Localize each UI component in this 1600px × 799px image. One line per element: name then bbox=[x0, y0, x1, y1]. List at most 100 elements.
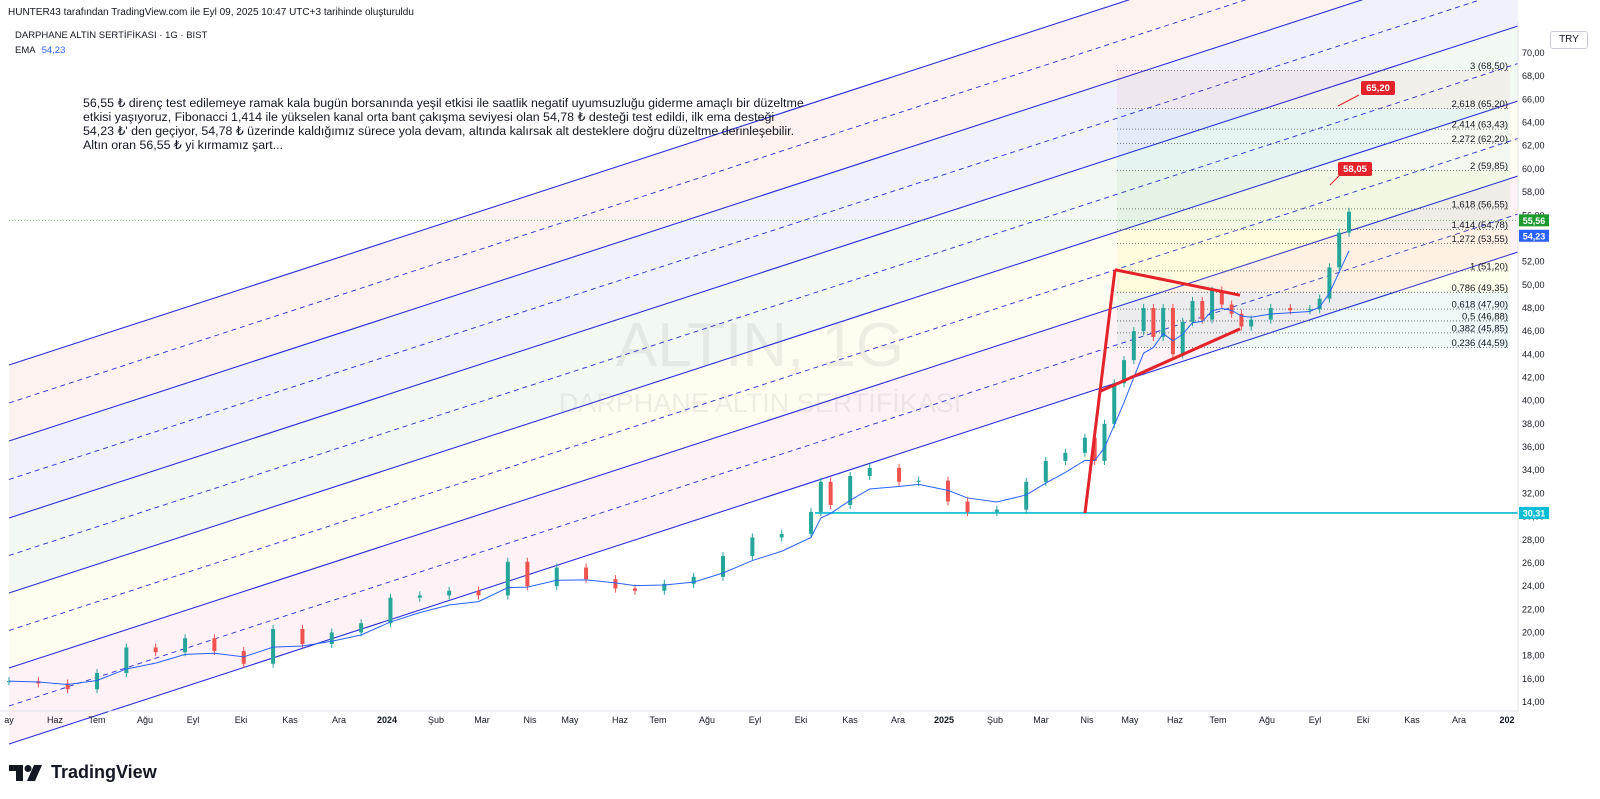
price-axis-tick: 40,00 bbox=[1522, 396, 1545, 406]
fib-level-label: 1,414 (54,78) bbox=[1451, 220, 1508, 231]
time-axis-tick: Ara bbox=[332, 715, 346, 725]
fib-level-label: 1 (51,20) bbox=[1470, 261, 1508, 272]
watermark-name: DARPHANE ALTIN SERTİFİKASI bbox=[559, 387, 962, 418]
candle-body bbox=[965, 501, 970, 512]
candle-body bbox=[897, 467, 902, 482]
time-axis-tick: Şub bbox=[987, 715, 1003, 725]
candle-body bbox=[584, 567, 589, 580]
fib-zone bbox=[1117, 309, 1510, 321]
candle-body bbox=[1337, 232, 1342, 268]
fib-zone bbox=[1117, 229, 1510, 244]
candle-body bbox=[1190, 301, 1195, 322]
fib-zone bbox=[1117, 243, 1510, 271]
price-axis-tick: 32,00 bbox=[1522, 488, 1545, 498]
time-axis-tick: Eyl bbox=[1309, 715, 1322, 725]
candle-body bbox=[329, 632, 334, 645]
channel-midline bbox=[8, 0, 1482, 480]
time-axis-tick: Eyl bbox=[187, 715, 200, 725]
candle-body bbox=[447, 590, 452, 596]
time-axis-tick: 2024 bbox=[377, 715, 397, 725]
time-axis-tick: Eyl bbox=[749, 715, 762, 725]
tradingview-logo[interactable]: TradingView bbox=[9, 762, 157, 783]
candle-body bbox=[525, 561, 530, 587]
fib-zone bbox=[1117, 170, 1510, 209]
channel-midline bbox=[8, 138, 1519, 631]
triangle-upper-line bbox=[1114, 268, 1241, 297]
fib-level-label: 3 (68,50) bbox=[1470, 61, 1508, 72]
candle-body bbox=[1229, 304, 1234, 314]
candle-body bbox=[1180, 321, 1185, 355]
candle-body bbox=[613, 579, 618, 589]
candle-body bbox=[1288, 307, 1293, 311]
price-axis-tick: 60,00 bbox=[1522, 164, 1545, 174]
candle-body bbox=[945, 480, 950, 502]
price-axis-tick: 22,00 bbox=[1522, 604, 1545, 614]
candle-body bbox=[1151, 307, 1156, 337]
price-axis-tick: 42,00 bbox=[1522, 373, 1545, 383]
channel-line bbox=[8, 100, 1519, 594]
time-axis-tick: Nis bbox=[1081, 715, 1094, 725]
channel-line bbox=[8, 0, 1364, 442]
price-axis-tick: 66,00 bbox=[1522, 94, 1545, 104]
currency-button[interactable]: TRY bbox=[1550, 31, 1588, 49]
candle-body bbox=[1063, 452, 1068, 461]
candle-body bbox=[124, 647, 129, 674]
candle-body bbox=[916, 480, 921, 482]
candle-body bbox=[1210, 290, 1215, 320]
candle-body bbox=[1122, 360, 1127, 384]
price-axis-tick: 38,00 bbox=[1522, 419, 1545, 429]
candle-body bbox=[1112, 383, 1117, 424]
candle-body bbox=[359, 623, 364, 633]
channel-line bbox=[8, 251, 1519, 745]
candle-body bbox=[271, 628, 276, 664]
fib-zone bbox=[1117, 108, 1510, 130]
ema-legend[interactable]: EMA 54,23 bbox=[15, 45, 65, 56]
analysis-note: 56,55 ₺ direnç test edilemeye ramak kala… bbox=[83, 96, 804, 152]
time-axis-tick: May bbox=[561, 715, 579, 725]
candle-body bbox=[1219, 290, 1224, 305]
price-axis-tick: 34,00 bbox=[1522, 465, 1545, 475]
time-axis-tick: Ara bbox=[891, 715, 905, 725]
price-axis-tick: 24,00 bbox=[1522, 581, 1545, 591]
time-axis-tick: Tem bbox=[88, 715, 105, 725]
price-axis-tick: 50,00 bbox=[1522, 280, 1545, 290]
candle-body bbox=[212, 638, 217, 652]
chart-header-attribution: HUNTER43 tarafından TradingView.com ile … bbox=[8, 7, 414, 18]
time-axis-tick: May bbox=[1121, 715, 1139, 725]
candle-body bbox=[1043, 460, 1048, 482]
time-axis-tick: 202 bbox=[1499, 715, 1514, 725]
tradingview-logo-icon bbox=[9, 764, 42, 781]
target-pointer bbox=[1329, 175, 1340, 186]
price-axis-tick: 14,00 bbox=[1522, 697, 1545, 707]
time-axis-tick: Ağu bbox=[137, 715, 153, 725]
candle-body bbox=[65, 683, 70, 690]
ema-label: EMA bbox=[15, 45, 36, 56]
channel-midline bbox=[8, 0, 1247, 404]
candle-body bbox=[809, 511, 814, 534]
channel-line bbox=[8, 0, 1131, 366]
time-axis-tick: Haz bbox=[1167, 715, 1184, 725]
watermark-symbol: ALTIN, 1G bbox=[616, 311, 904, 380]
fib-level-label: 2 (59,85) bbox=[1470, 161, 1508, 172]
tradingview-logo-text: TradingView bbox=[51, 762, 157, 782]
target-label-2-box bbox=[1338, 162, 1372, 176]
price-axis-tick: 70,00 bbox=[1522, 48, 1545, 58]
candle-body bbox=[300, 628, 305, 645]
fib-zone bbox=[1117, 208, 1510, 230]
candle-body bbox=[848, 476, 853, 505]
channel-band bbox=[9, 0, 1518, 518]
fib-level-label: 2,618 (65,20) bbox=[1451, 99, 1508, 110]
price-axis-tick: 20,00 bbox=[1522, 627, 1545, 637]
time-axis-tick: Eki bbox=[795, 715, 808, 725]
target-label-1-box bbox=[1361, 81, 1395, 95]
price-axis-tick: 52,00 bbox=[1522, 257, 1545, 267]
candle-body bbox=[1141, 307, 1146, 332]
channel-midline bbox=[8, 63, 1519, 556]
time-axis-tick: Tem bbox=[649, 715, 666, 725]
candle-body bbox=[1082, 437, 1087, 453]
candle-body bbox=[554, 567, 559, 587]
candle-body bbox=[476, 590, 481, 596]
price-axis-tick: 68,00 bbox=[1522, 71, 1545, 81]
time-axis-tick: Eki bbox=[235, 715, 248, 725]
